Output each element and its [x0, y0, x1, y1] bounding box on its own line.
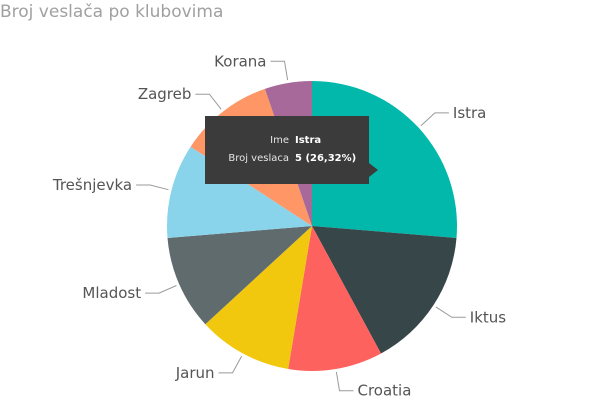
tooltip: Ime Istra Broj veslaca 5 (26,32%) [205, 116, 378, 184]
leader-line-istra [420, 112, 449, 127]
slice-label-korana: Korana [214, 52, 266, 70]
tooltip-key-count: Broj veslaca [228, 153, 289, 164]
leader-line-mladost [145, 285, 177, 294]
pie-slice-jarun[interactable] [205, 226, 312, 370]
leader-line-iktus [435, 306, 466, 318]
slice-label-iktus: Iktus [470, 308, 506, 326]
tooltip-key-name: Ime [270, 135, 289, 146]
tooltip-value-name: Istra [295, 135, 322, 146]
slice-label-croatia: Croatia [358, 382, 412, 400]
slice-label-istra: Istra [453, 104, 486, 122]
pie-slice-iktus[interactable] [312, 226, 457, 354]
leader-line-korana [270, 60, 289, 81]
leader-line-croatia [335, 371, 354, 392]
leader-line-zagreb [195, 93, 222, 110]
pie-slice-mladost[interactable] [167, 226, 313, 325]
tooltip-value-count: 5 (26,32%) [295, 153, 357, 164]
slice-label-zagreb: Zagreb [138, 85, 192, 103]
slice-label-tre-njevka: Trešnjevka [52, 176, 132, 194]
pie-slice-tre-njevka[interactable] [167, 146, 312, 238]
slice-label-jarun: Jarun [175, 364, 215, 382]
chart-title: Broj veslača po klubovima [0, 2, 224, 22]
pie-slice-croatia[interactable] [288, 226, 382, 371]
leader-line-tre-njevka [136, 184, 169, 191]
leader-line-jarun [218, 355, 243, 374]
slice-label-mladost: Mladost [82, 284, 141, 302]
